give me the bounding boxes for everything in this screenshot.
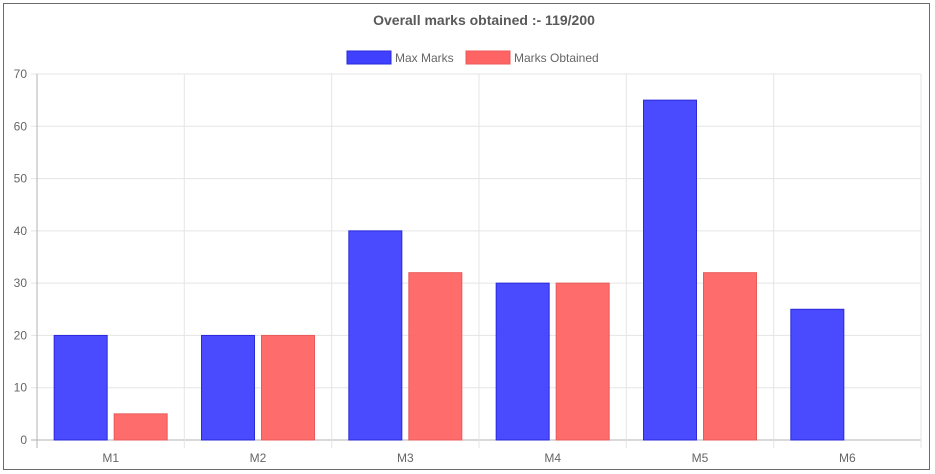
- legend-label-max-marks[interactable]: Max Marks: [395, 51, 454, 65]
- marks-obtained-bar-m1[interactable]: [113, 413, 168, 441]
- y-tick-label: 30: [14, 276, 28, 290]
- legend-swatch-max-marks[interactable]: [346, 50, 392, 65]
- legend[interactable]: Max Marks Marks Obtained: [346, 50, 599, 65]
- chart-frame: [3, 3, 930, 470]
- marks-obtained-bar-m2[interactable]: [261, 334, 315, 441]
- bars: [53, 99, 845, 441]
- gridlines: [31, 73, 922, 448]
- legend-swatch-marks-obtained[interactable]: [465, 50, 511, 65]
- y-tick-label: 40: [14, 224, 28, 238]
- x-tick-label: M1: [102, 451, 119, 465]
- x-tick-label: M4: [544, 451, 561, 465]
- tick-labels: 0 10 20 30 40 50 60 70 M1 M2 M3 M4 M5 M6: [14, 67, 856, 465]
- y-tick-label: 50: [14, 172, 28, 186]
- x-tick-label: M5: [692, 451, 709, 465]
- y-tick-label: 60: [14, 119, 28, 133]
- max-marks-bar-m1[interactable]: [53, 334, 108, 441]
- y-tick-label: 10: [14, 381, 28, 395]
- chart-title: Overall marks obtained :- 119/200: [373, 12, 595, 28]
- max-marks-bar-m2[interactable]: [201, 334, 255, 441]
- marks-obtained-bar-m4[interactable]: [555, 282, 610, 441]
- max-marks-bar-m3[interactable]: [348, 230, 403, 441]
- max-marks-bar-m4[interactable]: [495, 282, 550, 441]
- y-tick-label: 20: [14, 328, 28, 342]
- max-marks-bar-m6[interactable]: [790, 308, 845, 441]
- y-tick-label: 70: [14, 67, 28, 81]
- y-tick-label: 0: [20, 433, 27, 447]
- legend-label-marks-obtained[interactable]: Marks Obtained: [514, 51, 599, 65]
- marks-obtained-bar-m3[interactable]: [408, 272, 463, 441]
- x-tick-label: M2: [250, 451, 267, 465]
- marks-obtained-bar-m5[interactable]: [703, 272, 757, 441]
- x-tick-label: M3: [397, 451, 414, 465]
- max-marks-bar-m5[interactable]: [643, 99, 697, 441]
- x-tick-label: M6: [839, 451, 856, 465]
